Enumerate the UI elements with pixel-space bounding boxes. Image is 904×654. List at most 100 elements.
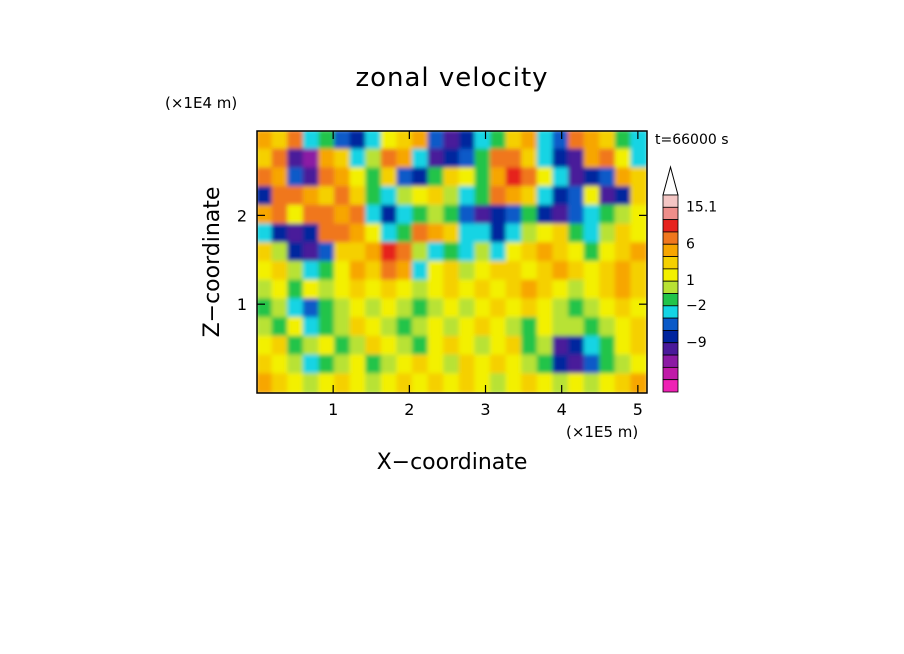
heatmap-cell (380, 242, 399, 263)
x-axis: 1 2 3 4 5 (328, 131, 643, 419)
heatmap-cell (474, 335, 492, 357)
heatmap-cell (380, 279, 399, 301)
y-tick-label: 2 (237, 206, 247, 225)
heatmap-cell (287, 167, 305, 189)
heatmap-cell (412, 279, 430, 301)
heatmap-cell (257, 148, 274, 170)
heatmap-cell (396, 373, 414, 393)
heatmap-cell (443, 167, 461, 189)
heatmap-cell (365, 373, 383, 393)
heatmap-cell (583, 354, 602, 376)
heatmap-cell (412, 242, 430, 263)
colorbar-segment (662, 219, 679, 233)
heatmap-cell (630, 354, 647, 376)
heatmap-cell (568, 317, 586, 338)
heatmap-cell (396, 131, 414, 151)
heatmap-cell (349, 317, 368, 338)
heatmap-cell (599, 167, 617, 189)
heatmap-cell (552, 204, 570, 226)
heatmap-cell (427, 131, 446, 151)
heatmap-cell (349, 223, 368, 245)
heatmap-cell (427, 204, 446, 226)
heatmap-cell (412, 354, 430, 376)
heatmap-cell (614, 131, 633, 151)
heatmap-cell (552, 167, 570, 189)
heatmap-cell (568, 148, 586, 170)
heatmap-cell (599, 298, 617, 320)
heatmap-cell (271, 223, 290, 245)
heatmap-cell (599, 279, 617, 301)
x-tick-label: 4 (557, 400, 567, 419)
heatmap-cell (505, 335, 524, 357)
heatmap-cell (365, 204, 383, 226)
colorbar-segment (662, 366, 679, 381)
heatmap-cell (505, 317, 524, 338)
heatmap-cell (490, 223, 508, 245)
heatmap-cell (552, 354, 570, 376)
heatmap-cell (474, 131, 492, 151)
heatmap-cell (271, 167, 290, 189)
heatmap-cell (257, 335, 274, 357)
heatmap-cell (552, 335, 570, 357)
heatmap-cell (380, 186, 399, 207)
heatmap-cell (583, 317, 602, 338)
heatmap-cell (630, 148, 647, 170)
heatmap-cell (552, 261, 570, 282)
heatmap-cell (349, 186, 368, 207)
heatmap-cell (458, 298, 477, 320)
heatmap-cell (599, 223, 617, 245)
heatmap-cell (396, 298, 414, 320)
heatmap-cell (474, 298, 492, 320)
heatmap-cell (349, 242, 368, 263)
heatmap-cell (599, 354, 617, 376)
heatmap-cell (427, 223, 446, 245)
heatmap-cell (302, 223, 321, 245)
heatmap-cell (334, 131, 352, 151)
heatmap-cell (302, 279, 321, 301)
heatmap-cell (396, 204, 414, 226)
heatmap-cell (396, 148, 414, 170)
heatmap-cell (427, 242, 446, 263)
heatmap-cell (599, 261, 617, 282)
time-label: t=66000 s (655, 132, 729, 148)
heatmap-cell (334, 261, 352, 282)
heatmap-cell (568, 279, 586, 301)
heatmap-cell (583, 223, 602, 245)
heatmap-cell (443, 335, 461, 357)
heatmap-cell (568, 298, 586, 320)
heatmap-cell (458, 131, 477, 151)
heatmap-cell (302, 148, 321, 170)
heatmap-cell (583, 204, 602, 226)
heatmap-cell (521, 261, 539, 282)
heatmap-cell (380, 167, 399, 189)
heatmap-cell (380, 261, 399, 282)
chart-title: zonal velocity (355, 63, 548, 93)
heatmap-cell (614, 148, 633, 170)
heatmap-cell (427, 354, 446, 376)
heatmap-cell (271, 298, 290, 320)
heatmap-cell (287, 335, 305, 357)
heatmap-cell (614, 261, 633, 282)
heatmap-cell (318, 242, 336, 263)
heatmap-cell (318, 279, 336, 301)
colorbar-extend-arrow (662, 165, 679, 196)
heatmap-cell (443, 186, 461, 207)
heatmap-cell (318, 335, 336, 357)
heatmap-cell (536, 186, 555, 207)
colorbar-segment (662, 354, 679, 368)
heatmap-cell (302, 373, 321, 393)
heatmap-cell (521, 148, 539, 170)
heatmap-cell (490, 261, 508, 282)
x-tick-label: 5 (633, 400, 643, 419)
colorbar-segment (662, 305, 679, 319)
heatmap-cell (583, 242, 602, 263)
heatmap-cell (599, 335, 617, 357)
heatmap-cell (536, 204, 555, 226)
heatmap-cell (521, 279, 539, 301)
heatmap-cell (380, 131, 399, 151)
heatmap-cell (583, 131, 602, 151)
heatmap-cell (287, 373, 305, 393)
heatmap-cell (318, 261, 336, 282)
heatmap-cell (365, 335, 383, 357)
